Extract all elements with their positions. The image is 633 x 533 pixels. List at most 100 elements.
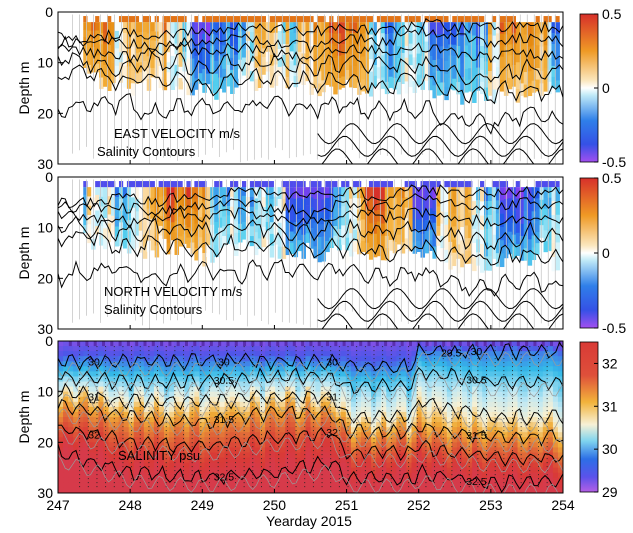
salinity-cell [518, 366, 523, 371]
velocity-cell [544, 80, 549, 92]
salinity-cell [73, 366, 78, 371]
velocity-cell [234, 55, 239, 66]
salinity-cell [270, 422, 275, 427]
salinity-cell [230, 442, 235, 447]
velocity-cell [127, 198, 132, 209]
salinity-cell [518, 473, 523, 478]
velocity-cell [365, 220, 370, 231]
velocity-cell [464, 57, 469, 69]
contour-label: 31.5 [214, 414, 235, 426]
salinity-cell [548, 366, 553, 371]
salinity-cell [341, 356, 346, 361]
velocity-cell [155, 60, 160, 70]
salinity-cell [63, 397, 68, 402]
velocity-cell [171, 22, 176, 34]
salinity-cell [528, 376, 533, 381]
surface-cell [218, 181, 222, 187]
velocity-cell [397, 82, 402, 94]
salinity-cell [275, 452, 280, 457]
salinity-cell [220, 458, 225, 463]
salinity-cell [467, 397, 472, 402]
salinity-cell [68, 437, 73, 442]
salinity-cell [457, 478, 462, 483]
velocity-cell [123, 22, 128, 33]
salinity-cell [442, 437, 447, 442]
velocity-cell [186, 46, 191, 58]
velocity-cell [147, 187, 152, 198]
salinity-cell [295, 427, 300, 432]
salinity-cell [164, 427, 169, 432]
surface-cell [95, 181, 99, 187]
velocity-cell [381, 44, 386, 55]
salinity-cell [391, 402, 396, 407]
surface-marker [326, 341, 329, 346]
salinity-cell [381, 371, 386, 376]
velocity-cell [250, 236, 255, 246]
salinity-cell [255, 463, 260, 468]
salinity-cell [427, 346, 432, 351]
surface-marker [359, 341, 362, 346]
velocity-cell [230, 197, 235, 207]
salinity-cell [184, 432, 189, 437]
velocity-cell [464, 69, 469, 81]
salinity-cell [285, 427, 290, 432]
salinity-cell [144, 376, 149, 381]
salinity-cell [290, 452, 295, 457]
velocity-cell [353, 241, 358, 252]
velocity-cell [234, 210, 239, 222]
salinity-cell [73, 402, 78, 407]
velocity-cell [155, 187, 160, 199]
surface-marker [426, 341, 429, 346]
velocity-cell [333, 207, 338, 217]
surface-marker [309, 341, 312, 346]
velocity-cell [262, 237, 267, 247]
salinity-cell [240, 483, 245, 488]
salinity-cell [437, 422, 442, 427]
velocity-cell [369, 72, 374, 85]
velocity-cell [83, 187, 88, 195]
velocity-cell [440, 199, 445, 211]
salinity-cell [58, 483, 63, 488]
velocity-cell [484, 61, 489, 74]
salinity-cell [285, 478, 290, 483]
salinity-cell [154, 346, 159, 351]
salinity-cell [386, 407, 391, 412]
salinity-cell [164, 432, 169, 437]
salinity-cell [129, 376, 134, 381]
salinity-cell [305, 346, 310, 351]
salinity-cell [311, 452, 316, 457]
velocity-cell [397, 235, 402, 245]
salinity-cell [406, 458, 411, 463]
salinity-cell [553, 397, 558, 402]
salinity-cell [346, 341, 351, 346]
velocity-cell [528, 252, 533, 265]
salinity-cell [452, 387, 457, 392]
salinity-cell [361, 376, 366, 381]
velocity-cell [413, 57, 418, 69]
salinity-cell [401, 346, 406, 351]
velocity-cell [512, 223, 517, 235]
salinity-cell [199, 458, 204, 463]
surface-marker [351, 341, 354, 346]
salinity-cell [462, 458, 467, 463]
salinity-cell [533, 427, 538, 432]
velocity-cell [274, 197, 279, 207]
velocity-cell [175, 75, 180, 86]
surface-cell [274, 16, 278, 22]
velocity-cell [234, 187, 239, 199]
salinity-cell [199, 356, 204, 361]
salinity-cell [93, 371, 98, 376]
salinity-cell [457, 397, 462, 402]
velocity-cell [480, 258, 485, 273]
salinity-cell [482, 397, 487, 402]
velocity-cell [540, 225, 545, 238]
salinity-cell [518, 422, 523, 427]
velocity-cell [262, 66, 267, 75]
salinity-cell [139, 361, 144, 366]
velocity-cell [456, 82, 461, 94]
salinity-cell [68, 473, 73, 478]
velocity-cell [123, 33, 128, 44]
velocity-cell [452, 253, 457, 266]
surface-cell [341, 181, 345, 187]
surface-cell [298, 16, 302, 22]
